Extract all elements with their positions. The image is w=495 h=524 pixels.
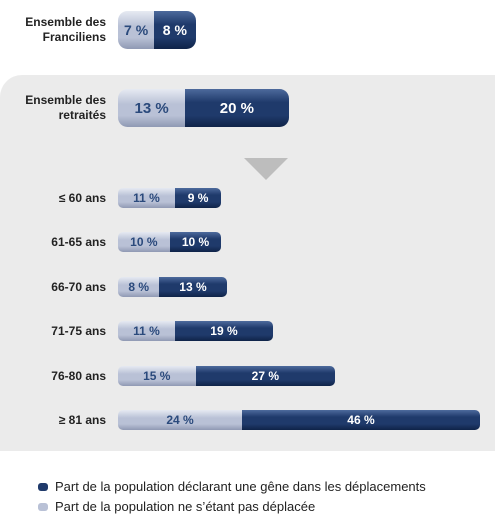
value-label: 8 % bbox=[162, 22, 187, 38]
legend-label: Part de la population déclarant une gêne… bbox=[55, 479, 426, 494]
value-label: 11 % bbox=[133, 324, 160, 338]
value-label: 9 % bbox=[187, 191, 209, 205]
bar-non-deplace: 8 % bbox=[118, 277, 160, 297]
legend-item: Part de la population ne s’étant pas dép… bbox=[38, 499, 315, 514]
bar-non-deplace: 13 % bbox=[118, 89, 186, 127]
value-label: 24 % bbox=[166, 413, 194, 427]
arrow bbox=[244, 158, 288, 180]
value-label: 13 % bbox=[134, 99, 169, 117]
bar-non-deplace: 24 % bbox=[118, 410, 243, 430]
category-label: Ensemble des retraités bbox=[25, 93, 106, 122]
value-label: 27 % bbox=[251, 369, 280, 383]
bar-gene: 19 % bbox=[174, 321, 274, 341]
value-label: 10 % bbox=[130, 235, 158, 249]
legend-label: Part de la population ne s’étant pas dép… bbox=[55, 499, 316, 514]
bar-gene: 13 % bbox=[159, 277, 227, 297]
bar-gene: 8 % bbox=[154, 11, 196, 49]
value-label: 8 % bbox=[128, 280, 150, 294]
bar-non-deplace: 7 % bbox=[118, 11, 155, 49]
value-label: 11 % bbox=[133, 191, 160, 205]
value-label: 7 % bbox=[124, 22, 149, 38]
legend-item: Part de la population déclarant une gêne… bbox=[38, 479, 426, 494]
panel bbox=[0, 75, 495, 451]
category-label: 76-80 ans bbox=[51, 368, 106, 383]
value-label: 10 % bbox=[181, 235, 210, 249]
value-label: 15 % bbox=[143, 369, 171, 383]
bar-non-deplace: 10 % bbox=[118, 232, 170, 252]
category-label: ≤ 60 ans bbox=[58, 190, 106, 205]
bar-gene: 20 % bbox=[185, 89, 289, 127]
bar-non-deplace: 15 % bbox=[118, 366, 196, 386]
bar-gene: 10 % bbox=[169, 232, 222, 252]
category-label: 66-70 ans bbox=[51, 279, 106, 294]
category-label: 71-75 ans bbox=[51, 323, 106, 338]
value-label: 46 % bbox=[347, 413, 375, 427]
bar-gene: 46 % bbox=[242, 410, 480, 430]
bar-non-deplace: 11 % bbox=[118, 321, 175, 341]
legend-swatch bbox=[38, 482, 48, 491]
category-label: ≥ 81 ans bbox=[58, 412, 106, 427]
category-label: Ensemble des Franciliens bbox=[25, 15, 106, 44]
bar-gene: 27 % bbox=[195, 366, 336, 386]
category-label: 61-65 ans bbox=[51, 234, 106, 249]
bar-non-deplace: 11 % bbox=[118, 188, 175, 208]
value-label: 19 % bbox=[210, 324, 238, 338]
value-label: 13 % bbox=[179, 280, 207, 294]
bar-gene: 9 % bbox=[174, 188, 222, 208]
legend-swatch bbox=[38, 502, 48, 511]
value-label: 20 % bbox=[219, 99, 254, 117]
